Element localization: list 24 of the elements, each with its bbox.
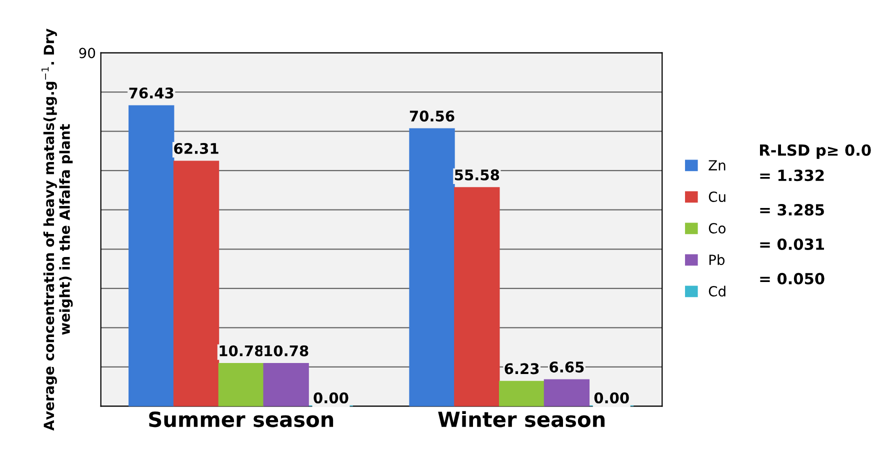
data-label: 76.43	[129, 88, 174, 99]
data-label: 0.00	[314, 392, 348, 404]
data-label: 55.58	[454, 169, 500, 180]
legend-label: Pb	[709, 254, 725, 266]
data-label: 6.65	[550, 362, 584, 373]
text: = 3.285	[760, 204, 824, 216]
data-label: 6.23	[504, 363, 539, 374]
data-label: 10.78	[220, 345, 264, 356]
legend-label: Cd	[708, 286, 726, 297]
legend-label: Cu	[708, 192, 726, 202]
legend-label: Zn	[708, 160, 726, 170]
x-tick-label: Summer season	[149, 411, 334, 428]
text: R-LSD p≥ 0.0	[760, 144, 871, 159]
y-tick-label: 90	[79, 48, 96, 58]
x-tick-label: Winter season	[438, 411, 605, 428]
data-label: 10.78	[264, 345, 308, 356]
data-label: 0.00	[594, 392, 629, 404]
text: = 0.050	[760, 272, 824, 284]
data-label: 70.56	[410, 110, 454, 122]
data-label: 62.31	[174, 142, 218, 154]
text: Average concentration of heavy matals(µg.g$^{−1}$. Dry weight) in the Alfalfa plant	[42, 28, 73, 431]
legend-label: Co	[708, 223, 726, 234]
text: = 1.332	[760, 170, 824, 182]
text: = 0.031	[760, 238, 824, 250]
